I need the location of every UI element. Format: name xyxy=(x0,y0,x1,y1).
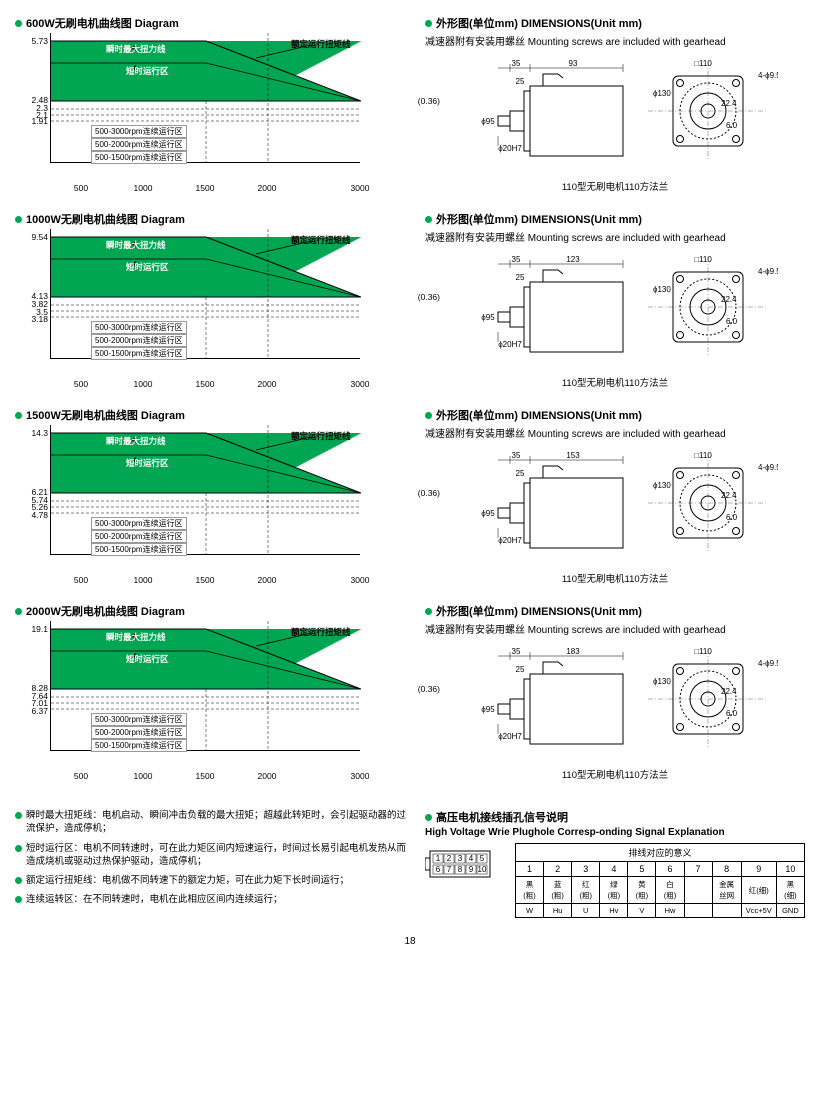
note-1: 短时运行区：电机不同转速时，可在此力矩区间内短速运行，时间过长易引起电机发热从而… xyxy=(15,842,410,869)
svg-text:ϕ20H7: ϕ20H7 xyxy=(498,536,522,545)
dim-title-2: 外形图(单位mm) DIMENSIONS(Unit mm) xyxy=(425,407,805,423)
svg-text:35: 35 xyxy=(511,647,520,656)
svg-text:9: 9 xyxy=(469,865,474,874)
torque-chart-2: 14.36.215.745.264.78 xyxy=(50,425,410,580)
svg-text:ϕ130: ϕ130 xyxy=(653,285,671,294)
dim-title-0: 外形图(单位mm) DIMENSIONS(Unit mm) xyxy=(425,15,805,31)
svg-text:10: 10 xyxy=(478,865,487,874)
svg-text:ϕ95: ϕ95 xyxy=(481,117,495,126)
svg-text:6.0: 6.0 xyxy=(726,121,738,130)
svg-text:ϕ95: ϕ95 xyxy=(481,509,495,518)
svg-text:153: 153 xyxy=(566,451,580,460)
dim-title-1: 外形图(单位mm) DIMENSIONS(Unit mm) xyxy=(425,211,805,227)
svg-text:5: 5 xyxy=(480,854,485,863)
wire-table: 排线对应的意义 12345678910 黑(粗)蓝(粗)红(粗)绿(粗)黄(粗)… xyxy=(515,843,805,918)
note-0: 瞬时最大扭矩线：电机启动、瞬间冲击负载的最大扭矩；超越此转矩时，会引起驱动器的过… xyxy=(15,809,410,836)
chart-title-0: 600W无刷电机曲线图 Diagram xyxy=(15,15,410,31)
wire-title: 高压电机接线插孔信号说明 xyxy=(425,809,805,825)
svg-text:4: 4 xyxy=(469,854,474,863)
svg-text:3: 3 xyxy=(458,854,463,863)
svg-text:6.0: 6.0 xyxy=(726,709,738,718)
dim-caption-1: 110型无刷电机110方法兰 xyxy=(425,375,805,389)
wire-subtitle: High Voltage Wrie Plughole Corresp-ondin… xyxy=(425,827,805,838)
svg-text:123: 123 xyxy=(566,255,580,264)
svg-text:93: 93 xyxy=(568,59,577,68)
svg-text:ϕ95: ϕ95 xyxy=(481,313,495,322)
chart-title-1: 1000W无刷电机曲线图 Diagram xyxy=(15,211,410,227)
dim-subtitle-0: 减速器附有安装用螺丝 Mounting screws are included … xyxy=(425,33,805,48)
chart-title-2: 1500W无刷电机曲线图 Diagram xyxy=(15,407,410,423)
svg-text:35: 35 xyxy=(511,451,520,460)
svg-text:7: 7 xyxy=(447,865,452,874)
svg-text:1: 1 xyxy=(436,854,441,863)
svg-text:ϕ130: ϕ130 xyxy=(653,89,671,98)
svg-text:4-ϕ9.5: 4-ϕ9.5 xyxy=(758,463,778,472)
svg-text:6.0: 6.0 xyxy=(726,317,738,326)
dim-subtitle-1: 减速器附有安装用螺丝 Mounting screws are included … xyxy=(425,229,805,244)
dimension-drawing-3: 35 183 25 ϕ95 ϕ20H7 □110 4-ϕ9.5 ϕ130 22.… xyxy=(425,644,805,762)
torque-chart-1: 9.544.133.823.53.18 瞬 xyxy=(50,229,410,384)
dimension-drawing-2: 35 153 25 ϕ95 ϕ20H7 □110 4-ϕ9.5 ϕ130 22.… xyxy=(425,448,805,566)
svg-text:4-ϕ9.5: 4-ϕ9.5 xyxy=(758,71,778,80)
notes-section: 瞬时最大扭矩线：电机启动、瞬间冲击负载的最大扭矩；超越此转矩时，会引起驱动器的过… xyxy=(15,809,410,918)
svg-text:25: 25 xyxy=(515,665,524,674)
svg-text:6.0: 6.0 xyxy=(726,513,738,522)
dim-subtitle-3: 减速器附有安装用螺丝 Mounting screws are included … xyxy=(425,621,805,636)
svg-text:22.4: 22.4 xyxy=(721,687,737,696)
dimension-drawing-1: 35 123 25 ϕ95 ϕ20H7 □110 4-ϕ9.5 ϕ130 22.… xyxy=(425,252,805,370)
svg-text:□110: □110 xyxy=(694,451,712,460)
connector-diagram: 12345 6789 10 xyxy=(425,843,495,886)
dimension-drawing-0: 35 93 25 ϕ95 ϕ20H7 □110 4-ϕ9.5 ϕ130 22.4… xyxy=(425,56,805,174)
svg-text:2: 2 xyxy=(447,854,452,863)
svg-text:ϕ130: ϕ130 xyxy=(653,677,671,686)
torque-chart-0: 5.732.482.32.11.91 瞬时 xyxy=(50,33,410,188)
svg-text:ϕ95: ϕ95 xyxy=(481,705,495,714)
svg-text:ϕ20H7: ϕ20H7 xyxy=(498,732,522,741)
note-2: 额定运行扭矩线：电机做不同转速下的额定力矩，可在此力矩下长时间运行； xyxy=(15,874,410,887)
svg-text:35: 35 xyxy=(511,255,520,264)
svg-text:183: 183 xyxy=(566,647,580,656)
svg-text:22.4: 22.4 xyxy=(721,491,737,500)
page-number: 18 xyxy=(15,936,805,947)
chart-title-3: 2000W无刷电机曲线图 Diagram xyxy=(15,603,410,619)
svg-text:25: 25 xyxy=(515,469,524,478)
svg-text:8: 8 xyxy=(458,865,463,874)
svg-text:□110: □110 xyxy=(694,647,712,656)
svg-text:25: 25 xyxy=(515,273,524,282)
svg-text:4-ϕ9.5: 4-ϕ9.5 xyxy=(758,659,778,668)
torque-chart-3: 19.18.287.647.016.37 xyxy=(50,621,410,776)
dim-caption-0: 110型无刷电机110方法兰 xyxy=(425,179,805,193)
svg-text:ϕ20H7: ϕ20H7 xyxy=(498,340,522,349)
dim-title-3: 外形图(单位mm) DIMENSIONS(Unit mm) xyxy=(425,603,805,619)
note-3: 连续运转区：在不同转速时，电机在此相应区间内连续运行； xyxy=(15,893,410,906)
dim-caption-2: 110型无刷电机110方法兰 xyxy=(425,571,805,585)
svg-text:25: 25 xyxy=(515,77,524,86)
dim-subtitle-2: 减速器附有安装用螺丝 Mounting screws are included … xyxy=(425,425,805,440)
svg-text:ϕ20H7: ϕ20H7 xyxy=(498,144,522,153)
svg-text:□110: □110 xyxy=(694,59,712,68)
dim-caption-3: 110型无刷电机110方法兰 xyxy=(425,767,805,781)
svg-text:□110: □110 xyxy=(694,255,712,264)
svg-text:ϕ130: ϕ130 xyxy=(653,481,671,490)
svg-text:4-ϕ9.5: 4-ϕ9.5 xyxy=(758,267,778,276)
svg-text:6: 6 xyxy=(436,865,441,874)
svg-text:22.4: 22.4 xyxy=(721,295,737,304)
svg-text:35: 35 xyxy=(511,59,520,68)
svg-text:22.4: 22.4 xyxy=(721,99,737,108)
